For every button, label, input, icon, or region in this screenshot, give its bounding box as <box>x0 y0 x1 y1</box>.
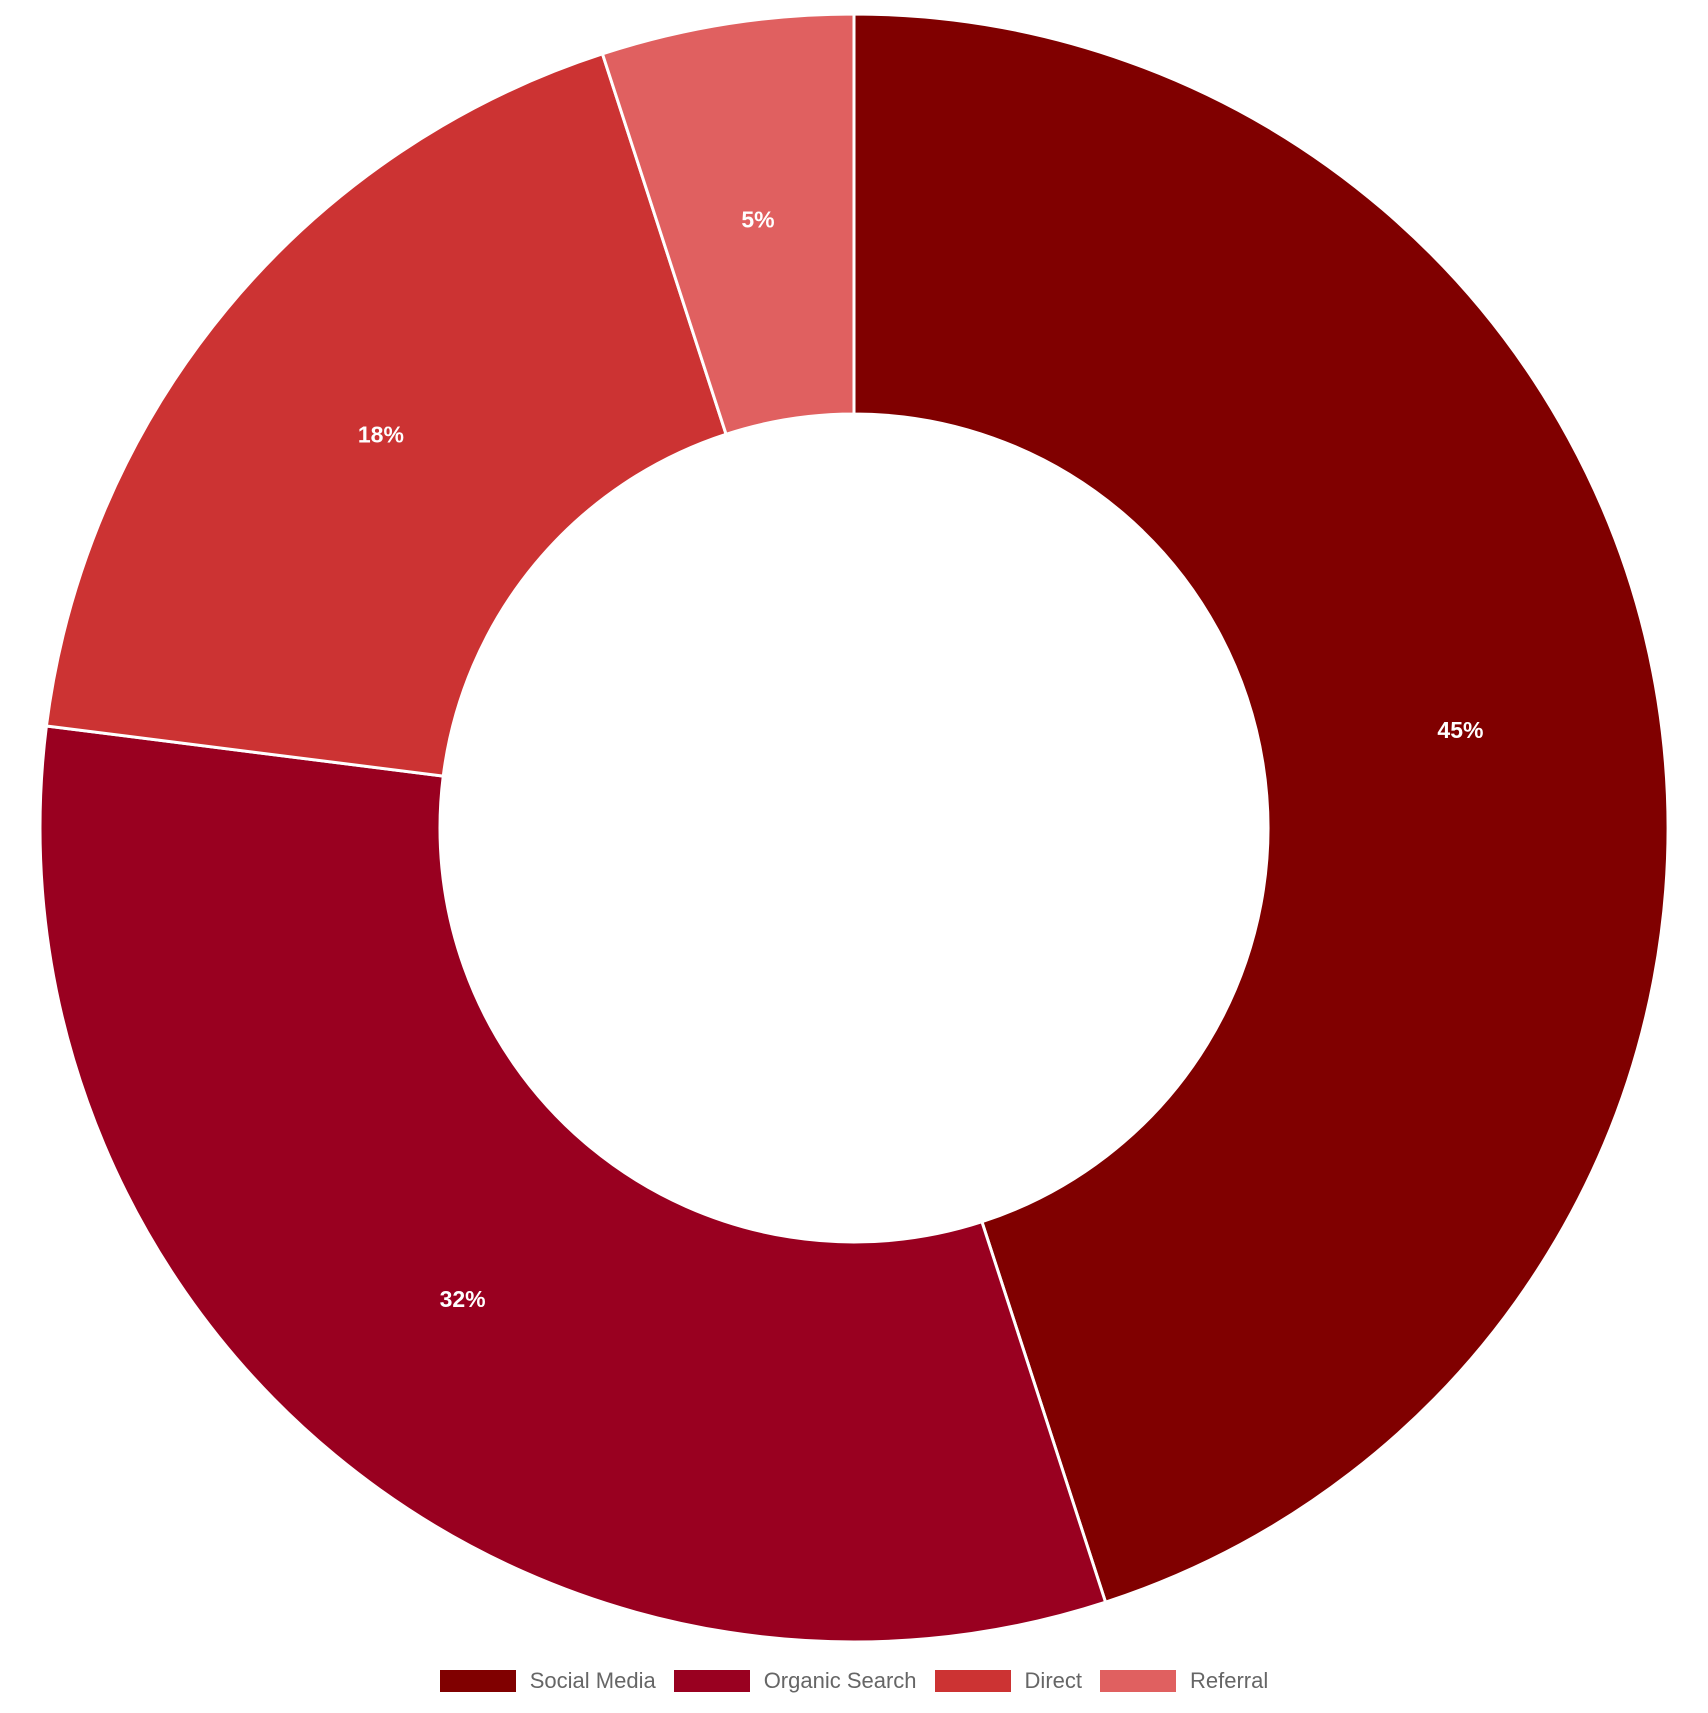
legend-swatch <box>1100 1670 1176 1692</box>
legend-label: Social Media <box>529 1668 656 1693</box>
legend-item-social-media[interactable]: Social Media <box>439 1668 656 1694</box>
slice-labels-group: 45% 32% 18% 5% <box>358 207 1484 1313</box>
legend-item-direct[interactable]: Direct <box>934 1668 1082 1694</box>
legend: Social Media Organic Search Direct Refer… <box>0 1666 1708 1696</box>
legend-swatch <box>673 1670 750 1692</box>
slice-label-organic-search: 32% <box>440 1286 486 1312</box>
slice-label-referral: 5% <box>741 207 774 233</box>
slice-label-social-media: 45% <box>1437 717 1483 743</box>
slices-group <box>38 12 1670 1644</box>
slice-organic-search[interactable] <box>38 724 1108 1644</box>
legend-swatch <box>439 1670 516 1692</box>
slice-label-direct: 18% <box>358 422 404 448</box>
slice-social-media[interactable] <box>852 12 1670 1605</box>
legend-label: Referral <box>1190 1668 1269 1693</box>
legend-item-referral[interactable]: Referral <box>1100 1668 1268 1694</box>
legend-label: Organic Search <box>763 1668 917 1693</box>
slice-referral[interactable] <box>600 12 856 437</box>
legend-item-organic-search[interactable]: Organic Search <box>673 1668 917 1694</box>
legend-swatch <box>934 1670 1011 1692</box>
legend-label: Direct <box>1024 1668 1082 1693</box>
slice-direct[interactable] <box>44 51 728 778</box>
